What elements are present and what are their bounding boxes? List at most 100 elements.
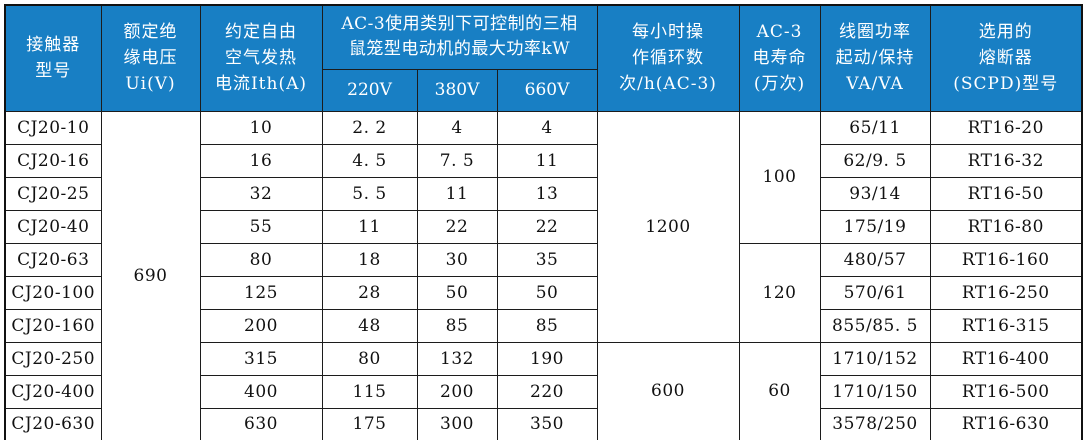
header-fuse-line3: (SCPD)型号 xyxy=(953,74,1059,95)
power-380v-cell: 300 xyxy=(416,407,498,440)
ith-cell: 16 xyxy=(199,143,323,178)
power-380v-cell: 200 xyxy=(416,374,498,409)
header-coil-power: 线圈功率 起动/保持 VA/VA xyxy=(819,4,931,112)
header-row-sub: 220V 380V 660V xyxy=(5,68,1082,112)
power-220v-cell: 48 xyxy=(321,308,418,343)
coil-power-cell: 62/9. 5 xyxy=(819,143,931,178)
header-thermal-line3: 电流Ith(A) xyxy=(214,74,308,95)
power-220v-cell: 5. 5 xyxy=(321,176,418,211)
header-voltage-line2: 缘电压 xyxy=(123,48,178,69)
header-fuse-line1: 选用的 xyxy=(978,21,1033,42)
power-220v-cell: 115 xyxy=(321,374,418,409)
power-660v-cell: 11 xyxy=(496,143,598,178)
ith-cell: 10 xyxy=(199,110,323,145)
table-row: CJ20-250 315 80 132 190 600 60 1710/152 … xyxy=(4,341,1083,440)
ith-cell: 55 xyxy=(199,209,323,244)
power-660v-cell: 85 xyxy=(496,308,598,343)
coil-power-cell: 93/14 xyxy=(819,176,931,211)
table-header: 接触器 型号 额定绝 缘电压 Ui(V) 约定自由 空气发热 电流Ith(A) … xyxy=(4,4,1083,112)
header-thermal-line1: 约定自由 xyxy=(225,21,297,42)
header-ac3-group-line2: 鼠笼型电动机的最大功率kW xyxy=(348,39,571,60)
header-fuse-type: 选用的 熔断器 (SCPD)型号 xyxy=(929,4,1083,112)
power-660v-cell: 50 xyxy=(496,275,598,310)
header-electrical-life: AC-3 电寿命 (万次) xyxy=(738,4,821,112)
table-row: CJ20-10 690 10 2. 2 4 4 1200 100 65/11 R… xyxy=(4,110,1083,440)
header-thermal-line2: 空气发热 xyxy=(225,48,297,69)
ith-cell: 200 xyxy=(199,308,323,343)
header-model: 接触器 型号 xyxy=(4,4,102,112)
table-row: CJ20-400 400 115 200 220 1710/150 RT16-5… xyxy=(4,374,1083,409)
fuse-cell: RT16-630 xyxy=(929,407,1083,440)
coil-power-cell: 480/57 xyxy=(819,242,931,277)
header-cycles-line1: 每小时操 xyxy=(632,21,705,42)
power-220v-cell: 2. 2 xyxy=(321,110,418,145)
model-cell: CJ20-16 xyxy=(4,143,102,178)
power-220v-cell: 4. 5 xyxy=(321,143,418,178)
power-220v-cell: 18 xyxy=(321,242,418,277)
model-cell: CJ20-40 xyxy=(4,209,102,244)
power-220v-cell: 80 xyxy=(321,341,418,376)
ith-cell: 80 xyxy=(199,242,323,277)
table-row: CJ20-25 32 5. 5 11 13 93/14 RT16-50 xyxy=(4,176,1083,211)
header-ac3-power-group: AC-3使用类别下可控制的三相 鼠笼型电动机的最大功率kW xyxy=(321,4,598,70)
header-life-line1: AC-3 xyxy=(756,21,803,42)
header-row-top: 接触器 型号 额定绝 缘电压 Ui(V) 约定自由 空气发热 电流Ith(A) … xyxy=(4,4,1083,112)
fuse-cell: RT16-250 xyxy=(929,275,1083,310)
model-cell: CJ20-160 xyxy=(4,308,102,343)
header-coil-line3: VA/VA xyxy=(846,74,904,95)
table-row: CJ20-40 55 11 22 22 175/19 RT16-80 xyxy=(4,209,1083,244)
model-cell: CJ20-10 xyxy=(4,110,102,145)
power-380v-cell: 132 xyxy=(416,341,498,376)
fuse-cell: RT16-80 xyxy=(929,209,1083,244)
table-row: CJ20-630 630 175 300 350 3578/250 RT16-6… xyxy=(4,407,1083,440)
model-cell: CJ20-250 xyxy=(4,341,102,376)
power-380v-cell: 22 xyxy=(416,209,498,244)
header-insulation-voltage: 额定绝 缘电压 Ui(V) xyxy=(100,4,201,112)
header-sub-380v: 380V xyxy=(416,68,498,112)
fuse-cell: RT16-315 xyxy=(929,308,1083,343)
power-660v-cell: 35 xyxy=(496,242,598,277)
power-660v-cell: 4 xyxy=(496,110,598,145)
merged-life-60-cell: 60 xyxy=(738,341,821,440)
fuse-cell: RT16-20 xyxy=(929,110,1083,145)
power-660v-cell: 22 xyxy=(496,209,598,244)
coil-power-cell: 1710/150 xyxy=(819,374,931,409)
merged-life-120-cell: 120 xyxy=(738,242,821,343)
ith-cell: 32 xyxy=(199,176,323,211)
header-sub-660v: 660V xyxy=(496,68,598,112)
power-660v-cell: 220 xyxy=(496,374,598,409)
header-sub-220v: 220V xyxy=(321,68,418,112)
header-model-line2: 型号 xyxy=(35,61,72,82)
table-body: CJ20-10 690 10 2. 2 4 4 1200 100 65/11 R… xyxy=(4,110,1083,440)
header-model-line1: 接触器 xyxy=(26,34,81,55)
header-fuse-line2: 熔断器 xyxy=(978,48,1033,69)
header-coil-line1: 线圈功率 xyxy=(839,21,912,42)
ith-cell: 400 xyxy=(199,374,323,409)
power-380v-cell: 4 xyxy=(416,110,498,145)
header-cycles-per-hour: 每小时操 作循环数 次/h(AC-3) xyxy=(596,4,740,112)
fuse-cell: RT16-500 xyxy=(929,374,1083,409)
power-220v-cell: 11 xyxy=(321,209,418,244)
power-220v-cell: 175 xyxy=(321,407,418,440)
table-row: CJ20-100 125 28 50 50 570/61 RT16-250 xyxy=(4,275,1083,310)
merged-ui-voltage-cell: 690 xyxy=(100,110,201,440)
header-voltage-line3: Ui(V) xyxy=(125,74,176,95)
power-660v-cell: 13 xyxy=(496,176,598,211)
model-cell: CJ20-630 xyxy=(4,407,102,440)
ith-cell: 315 xyxy=(199,341,323,376)
header-cycles-line3: 次/h(AC-3) xyxy=(619,74,717,95)
coil-power-cell: 1710/152 xyxy=(819,341,931,376)
model-cell: CJ20-63 xyxy=(4,242,102,277)
merged-cycles-1200-cell: 1200 xyxy=(596,110,740,343)
table-row: CJ20-63 80 18 30 35 120 480/57 RT16-160 xyxy=(4,242,1083,343)
power-380v-cell: 11 xyxy=(416,176,498,211)
header-life-line3: (万次) xyxy=(753,74,806,95)
power-380v-cell: 7. 5 xyxy=(416,143,498,178)
coil-power-cell: 855/85. 5 xyxy=(819,308,931,343)
coil-power-cell: 570/61 xyxy=(819,275,931,310)
header-cycles-line2: 作循环数 xyxy=(632,48,705,69)
header-thermal-current: 约定自由 空气发热 电流Ith(A) xyxy=(199,4,323,112)
fuse-cell: RT16-160 xyxy=(929,242,1083,277)
header-ac3-group-line1: AC-3使用类别下可控制的三相 xyxy=(341,13,578,34)
fuse-cell: RT16-32 xyxy=(929,143,1083,178)
